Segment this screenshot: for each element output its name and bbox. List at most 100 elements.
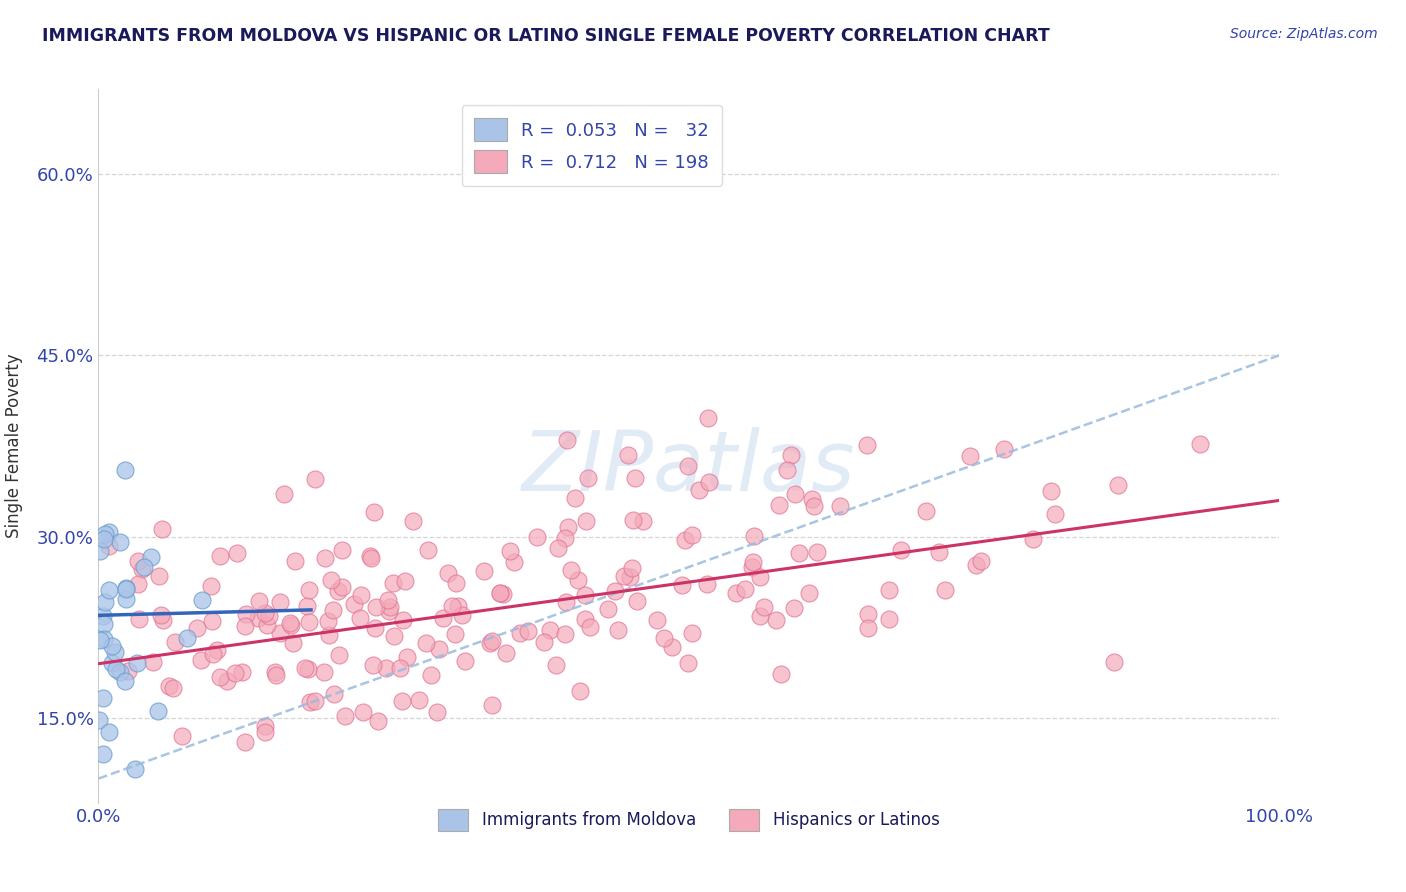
- Point: [454, 654, 477, 668]
- Point: [253, 719, 276, 733]
- Point: [278, 616, 301, 631]
- Point: [633, 514, 655, 528]
- Point: [578, 619, 600, 633]
- Point: [547, 541, 569, 555]
- Point: [768, 498, 790, 512]
- Point: [141, 550, 163, 565]
- Point: [856, 437, 879, 451]
- Point: [319, 573, 342, 587]
- Point: [378, 599, 401, 614]
- Point: [801, 491, 824, 506]
- Point: [190, 653, 212, 667]
- Point: [645, 613, 668, 627]
- Point: [678, 656, 700, 670]
- Point: [472, 564, 495, 578]
- Point: [208, 549, 231, 563]
- Point: [377, 593, 399, 607]
- Point: [93, 632, 115, 646]
- Point: [247, 610, 270, 624]
- Point: [696, 577, 718, 591]
- Point: [142, 656, 165, 670]
- Point: [304, 472, 326, 486]
- Point: [176, 632, 198, 646]
- Point: [697, 475, 720, 489]
- Point: [114, 674, 136, 689]
- Point: [304, 694, 326, 708]
- Point: [101, 656, 124, 670]
- Point: [235, 607, 257, 621]
- Point: [402, 514, 425, 528]
- Point: [105, 661, 128, 675]
- Point: [681, 626, 703, 640]
- Point: [1043, 507, 1066, 521]
- Point: [115, 582, 138, 597]
- Point: [295, 599, 318, 613]
- Point: [392, 613, 415, 627]
- Point: [554, 627, 576, 641]
- Point: [191, 592, 214, 607]
- Point: [256, 617, 278, 632]
- Point: [330, 542, 353, 557]
- Point: [877, 583, 900, 598]
- Point: [132, 560, 155, 574]
- Point: [93, 617, 115, 632]
- Point: [149, 607, 172, 622]
- Point: [381, 576, 404, 591]
- Point: [394, 574, 416, 588]
- Point: [607, 624, 630, 638]
- Point: [298, 615, 321, 629]
- Point: [444, 627, 467, 641]
- Point: [619, 570, 641, 584]
- Point: [395, 650, 418, 665]
- Legend: Immigrants from Moldova, Hispanics or Latinos: Immigrants from Moldova, Hispanics or La…: [432, 803, 946, 838]
- Point: [93, 691, 115, 706]
- Point: [959, 450, 981, 464]
- Point: [741, 560, 763, 574]
- Point: [408, 692, 430, 706]
- Point: [97, 525, 120, 540]
- Point: [603, 583, 626, 598]
- Text: IMMIGRANTS FROM MOLDOVA VS HISPANIC OR LATINO SINGLE FEMALE POVERTY CORRELATION : IMMIGRANTS FROM MOLDOVA VS HISPANIC OR L…: [42, 27, 1050, 45]
- Point: [1040, 483, 1063, 498]
- Point: [128, 612, 150, 626]
- Point: [437, 566, 460, 580]
- Point: [1189, 437, 1212, 451]
- Point: [432, 611, 454, 625]
- Point: [226, 546, 249, 560]
- Point: [1107, 477, 1129, 491]
- Point: [367, 714, 389, 728]
- Point: [233, 735, 256, 749]
- Point: [148, 569, 170, 583]
- Point: [87, 713, 110, 727]
- Point: [322, 687, 344, 701]
- Point: [328, 648, 350, 662]
- Point: [782, 600, 804, 615]
- Point: [93, 609, 115, 624]
- Point: [101, 639, 124, 653]
- Point: [787, 546, 810, 560]
- Point: [652, 631, 675, 645]
- Point: [596, 602, 619, 616]
- Point: [1104, 655, 1126, 669]
- Point: [769, 666, 792, 681]
- Point: [335, 709, 357, 723]
- Text: Source: ZipAtlas.com: Source: ZipAtlas.com: [1230, 27, 1378, 41]
- Point: [725, 586, 748, 600]
- Point: [574, 588, 596, 602]
- Point: [91, 747, 114, 761]
- Point: [915, 504, 938, 518]
- Point: [806, 545, 828, 559]
- Point: [127, 656, 149, 670]
- Point: [555, 433, 578, 447]
- Point: [574, 612, 596, 626]
- Point: [616, 448, 638, 462]
- Point: [1022, 532, 1045, 546]
- Point: [503, 555, 526, 569]
- Point: [104, 644, 127, 658]
- Point: [749, 609, 772, 624]
- Point: [544, 658, 567, 673]
- Point: [349, 611, 371, 625]
- Point: [114, 591, 136, 606]
- Point: [186, 622, 208, 636]
- Point: [363, 658, 385, 673]
